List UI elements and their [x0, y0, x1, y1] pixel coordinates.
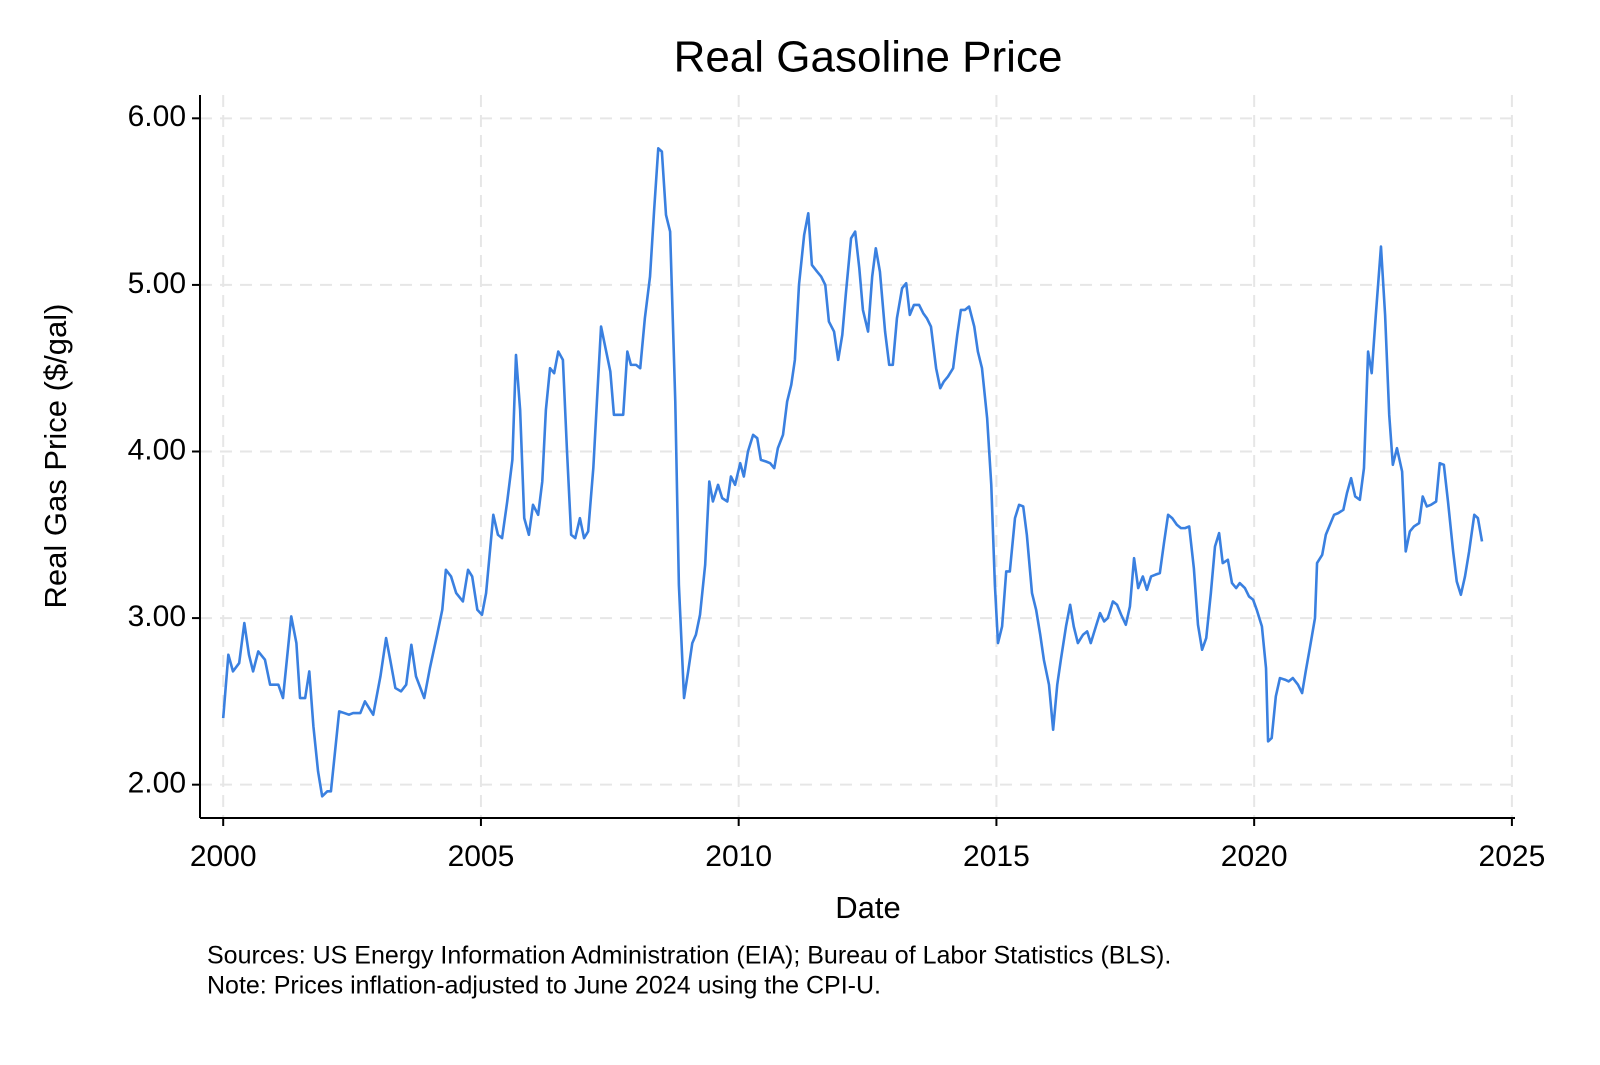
- x-tick-label: 2015: [963, 840, 1030, 873]
- x-tick-label: 2000: [190, 840, 257, 873]
- y-tick-label: 3.00: [128, 600, 186, 633]
- grid: [200, 95, 1515, 818]
- x-tick-label: 2020: [1221, 840, 1288, 873]
- x-tick-label: 2010: [705, 840, 772, 873]
- x-axis-label: Date: [835, 890, 900, 925]
- y-tick-label: 2.00: [128, 767, 186, 800]
- note: Note: Prices inflation-adjusted to June …: [207, 972, 881, 1000]
- data-line: [221, 147, 1484, 798]
- y-tick-label: 5.00: [128, 267, 186, 300]
- y-tick-label: 4.00: [128, 433, 186, 466]
- y-axis-label: Real Gas Price ($/gal): [38, 304, 73, 609]
- x-tick-label: 2005: [448, 840, 515, 873]
- plot-area: [221, 147, 1484, 798]
- x-tick-label: 2025: [1479, 840, 1546, 873]
- y-tick-label: 6.00: [128, 100, 186, 133]
- source-note: Sources: US Energy Information Administr…: [207, 942, 1171, 970]
- chart-title: Real Gasoline Price: [674, 33, 1063, 82]
